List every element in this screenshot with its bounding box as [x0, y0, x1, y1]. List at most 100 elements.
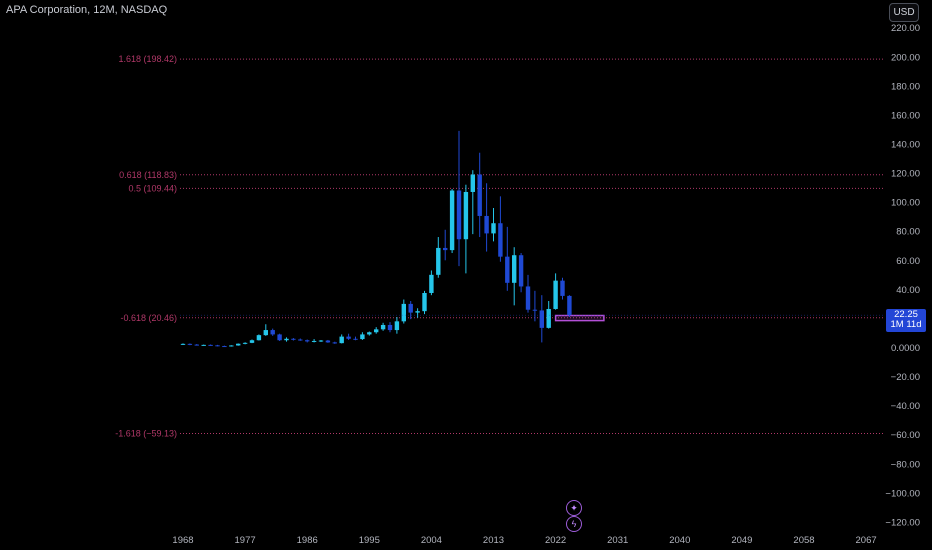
price-axis: 220.00 200.00 180.00 160.00 140.00 120.00 100.…	[180, 23, 920, 528]
y-tick-label: 180.00	[891, 81, 920, 92]
y-tick-label: −100.00	[885, 488, 920, 499]
candle-body	[560, 280, 565, 296]
candle-body	[387, 324, 393, 331]
y-tick-label: 220.00	[891, 23, 920, 34]
candle-body	[201, 344, 206, 346]
x-tick-label: 2040	[669, 535, 690, 546]
candle-body	[305, 340, 310, 342]
candle-body	[284, 338, 289, 341]
target-box	[554, 314, 605, 322]
y-tick-label: 40.00	[896, 285, 920, 296]
candle-body	[256, 335, 262, 341]
y-tick-label: 80.00	[896, 227, 920, 238]
candle-body	[367, 332, 372, 335]
last-price-value: 22.25	[894, 309, 918, 320]
candle-body	[277, 334, 282, 341]
candle-body	[415, 311, 420, 313]
candle-body	[360, 334, 365, 340]
lightning-icon[interactable]: ϟ	[566, 516, 582, 532]
candle-body	[394, 321, 400, 331]
candle-body	[484, 215, 489, 234]
y-tick-label: 120.00	[891, 169, 920, 180]
candle-body	[187, 343, 193, 345]
candle-body	[194, 344, 199, 346]
candle-body	[498, 223, 503, 257]
candle-body	[505, 256, 510, 283]
candle-body	[518, 255, 524, 287]
y-tick-label: 60.00	[896, 256, 920, 267]
candle-body	[456, 190, 462, 240]
candle-body	[422, 292, 427, 312]
candle-body	[401, 303, 406, 322]
x-tick-label: 1986	[297, 535, 318, 546]
candle-body	[332, 342, 337, 344]
candle-body	[463, 191, 469, 240]
currency-button[interactable]: USD	[889, 3, 919, 22]
candle-body	[539, 310, 544, 328]
bar-countdown: 1M 11d	[890, 319, 922, 330]
y-tick-label: −20.00	[891, 372, 920, 383]
candle-body	[470, 174, 475, 192]
x-tick-label: 2022	[545, 535, 566, 546]
x-tick-label: 1968	[172, 535, 193, 546]
fib-label: -1.618 (−59.13)	[115, 428, 177, 438]
x-tick-label: 2067	[856, 535, 877, 546]
last-price-badge: 22.25 1M 11d	[886, 309, 926, 332]
y-tick-label: −120.00	[885, 517, 920, 528]
time-axis: 1968 1977 1986 1995 2004 2013 2022 2031 2040 2049…	[172, 535, 876, 546]
fib-levels: 1.618 (198.42) 0.618 (118.83) 0.5 (109.44)…	[115, 54, 884, 438]
candle-body	[567, 295, 572, 316]
candle-body	[236, 343, 241, 346]
candle-body	[546, 308, 551, 328]
candle-body	[298, 339, 303, 341]
candle-body	[525, 286, 531, 310]
candle-body	[408, 303, 413, 313]
candle-body	[443, 247, 448, 251]
candle-body	[215, 345, 220, 347]
candle-body	[339, 336, 344, 344]
y-tick-label: 0.0000	[891, 343, 920, 354]
candle-body	[180, 343, 186, 345]
candle-body	[291, 338, 296, 340]
x-tick-label: 1977	[235, 535, 256, 546]
x-tick-label: 1995	[359, 535, 380, 546]
candle-body	[449, 190, 455, 251]
candle-body	[532, 309, 538, 311]
y-tick-label: 200.00	[891, 52, 920, 63]
candle-body	[318, 340, 324, 342]
fib-label: 0.5 (109.44)	[128, 183, 177, 193]
candles	[180, 130, 572, 348]
x-tick-label: 2058	[793, 535, 814, 546]
y-tick-label: −80.00	[891, 459, 920, 470]
candle-body	[249, 340, 255, 343]
y-tick-label: −40.00	[891, 401, 920, 412]
candle-body	[311, 340, 317, 342]
candle-body	[553, 280, 558, 309]
candle-body	[429, 274, 434, 293]
candle-body	[436, 247, 441, 275]
candle-body	[353, 338, 358, 340]
candle-body	[380, 324, 386, 330]
y-tick-label: 160.00	[891, 110, 920, 121]
candle-body	[229, 345, 234, 347]
candle-body	[374, 329, 379, 333]
candle-body	[242, 342, 248, 344]
candle-body	[491, 223, 496, 234]
y-tick-label: 100.00	[891, 198, 920, 209]
candle-body	[346, 336, 351, 339]
plus-icon[interactable]: ✦	[566, 500, 582, 516]
target-box-layer	[554, 314, 605, 322]
y-tick-label: 140.00	[891, 140, 920, 151]
candle-body	[325, 340, 331, 343]
x-tick-label: 2004	[421, 535, 442, 546]
x-tick-label: 2049	[731, 535, 752, 546]
chart-title: APA Corporation, 12M, NASDAQ	[6, 4, 168, 16]
candle-body	[477, 174, 482, 216]
candle-body	[222, 346, 227, 348]
fib-label: -0.618 (20.46)	[120, 313, 177, 323]
y-tick-label: −60.00	[891, 430, 920, 441]
x-tick-label: 2031	[607, 535, 628, 546]
x-tick-label: 2013	[483, 535, 504, 546]
candle-body	[270, 330, 275, 335]
